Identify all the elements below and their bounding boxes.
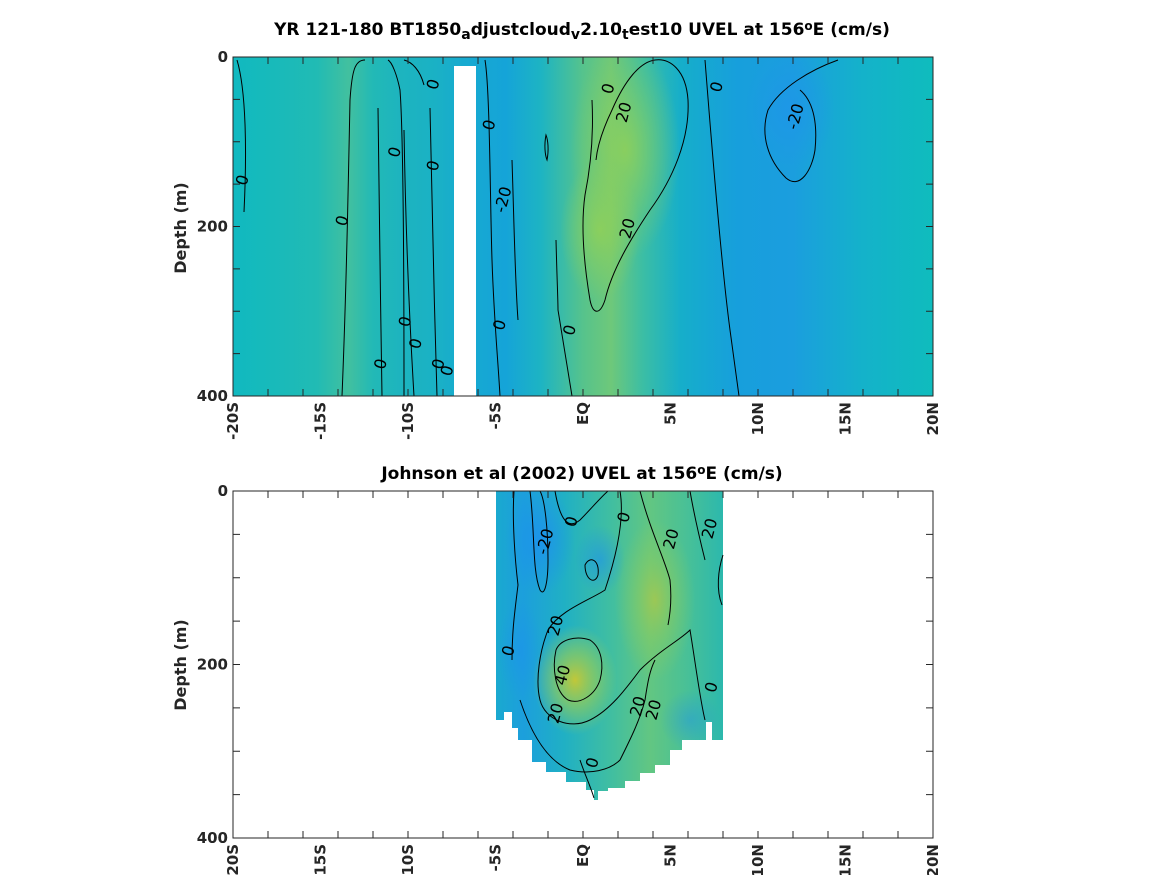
bottom-x-tick-label: -15S xyxy=(312,844,330,875)
bottom-x-tick-label: -20S xyxy=(224,844,242,875)
contour-label: 0 xyxy=(422,158,443,173)
bottom-contour-lines xyxy=(511,490,724,799)
top-x-tick-label: -15S xyxy=(312,402,330,440)
contour-label: 0 xyxy=(422,77,443,92)
top-x-tick-label: -20S xyxy=(224,402,242,440)
contour-label: 0 xyxy=(561,514,582,529)
contour-label: 0 xyxy=(706,79,727,94)
bottom-y-axis-label: Depth (m) xyxy=(171,619,190,711)
contour-label: 20 xyxy=(626,694,650,719)
contour-label: 20 xyxy=(698,516,722,541)
contour-label: 20 xyxy=(642,697,666,722)
top-x-tick-label: 15N xyxy=(837,402,855,435)
bottom-heatmap xyxy=(496,491,723,800)
bottom-chart-title: Johnson et al (2002) UVEL at 156oE (cm/s… xyxy=(380,463,782,484)
contour-label: 0 xyxy=(597,81,618,96)
top-contour-lines xyxy=(236,59,839,397)
contour-label: 0 xyxy=(436,363,457,378)
top-x-tick-label: -5S xyxy=(487,402,505,429)
top-x-tick-label: 5N xyxy=(662,402,680,425)
contour-label: 0 xyxy=(405,336,426,351)
contour-label: 0 xyxy=(489,318,510,333)
top-chart-title: YR 121-180 BT1850adjustcloudv2.10test10 … xyxy=(273,19,890,44)
top-y-axis-label: Depth (m) xyxy=(171,182,190,274)
bottom-x-tick-label: 5N xyxy=(662,844,680,867)
top-y-tick-label: 400 xyxy=(197,387,228,405)
contour-label: 0 xyxy=(331,213,352,228)
bottom-y-tick-label: 200 xyxy=(197,656,228,674)
contour-label: 0 xyxy=(370,357,391,372)
bottom-x-tick-label: -5S xyxy=(487,844,505,871)
contour-label: 0 xyxy=(384,145,405,160)
contour-label: 0 xyxy=(613,510,634,525)
top-x-tick-label: EQ xyxy=(574,402,592,425)
contour-label: 0 xyxy=(478,118,499,133)
contour-label: 0 xyxy=(701,680,722,695)
top-x-tick-label: -10S xyxy=(399,402,417,440)
contour-label: 20 xyxy=(615,216,639,241)
contour-label: 20 xyxy=(544,701,568,726)
contour-label: 40 xyxy=(551,663,575,688)
missing-data-gap xyxy=(454,66,476,396)
contour-label: 20 xyxy=(612,100,636,125)
contour-label: 0 xyxy=(428,357,449,372)
contour-label: 0 xyxy=(232,173,253,188)
contour-label: 20 xyxy=(659,527,683,552)
contour-label: 0 xyxy=(582,755,603,770)
bottom-x-tick-label: 10N xyxy=(749,844,767,875)
bottom-x-tick-label: 15N xyxy=(837,844,855,875)
bottom-y-tick-label: 0 xyxy=(218,482,228,500)
bottom-x-tick-label: 20N xyxy=(924,844,942,875)
top-x-tick-label: 20N xyxy=(924,402,942,435)
bottom-tick-marks xyxy=(232,490,934,839)
bottom-x-tick-label: EQ xyxy=(574,844,592,867)
contour-label: 0 xyxy=(394,314,415,329)
bottom-y-tick-label: 400 xyxy=(197,829,228,847)
contour-label: 0 xyxy=(559,323,580,338)
contour-label: 0 xyxy=(498,643,519,658)
top-y-tick-label: 200 xyxy=(197,218,228,236)
bottom-x-tick-label: -10S xyxy=(399,844,417,875)
top-tick-marks xyxy=(232,56,934,397)
top-x-tick-label: 10N xyxy=(749,402,767,435)
contour-label: 20 xyxy=(544,613,568,638)
top-y-tick-label: 0 xyxy=(218,48,228,66)
